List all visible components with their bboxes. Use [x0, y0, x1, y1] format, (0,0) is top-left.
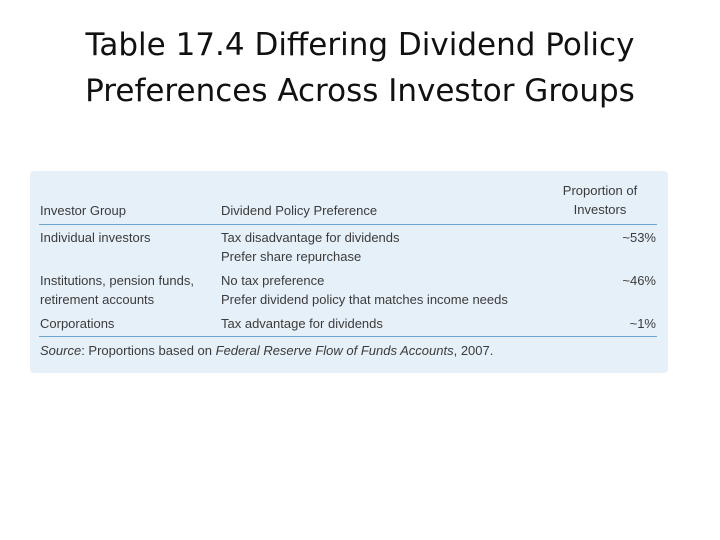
table-cell: Prefer dividend policy that matches inco…	[221, 292, 508, 307]
row-institutions-group: Institutions, pension funds, retirement …	[40, 271, 194, 309]
slide-title-line-2: Preferences Across Investor Groups	[85, 73, 635, 109]
table-cell: Corporations	[40, 316, 115, 331]
table-cell: No tax preference	[221, 273, 325, 288]
table-cell: Prefer share repurchase	[221, 249, 362, 264]
footer-divider	[39, 336, 657, 337]
source-text-after: , 2007.	[453, 343, 494, 358]
header-proportion-of-investors: Proportion of Investors	[550, 181, 650, 219]
row-corporations-group: Corporations	[40, 314, 114, 333]
source-label: Source	[40, 343, 82, 358]
table-cell: Individual investors	[40, 230, 151, 245]
row-institutions-proportion: ~46%	[622, 273, 656, 288]
table-cell: Tax advantage for dividends	[221, 316, 383, 331]
slide-title: Table 17.4 Differing Dividend Policy Pre…	[0, 22, 720, 114]
row-individual-investors-proportion: ~53%	[622, 230, 656, 245]
slide-title-line-1: Table 17.4 Differing Dividend Policy	[85, 27, 635, 63]
table-cell: Tax disadvantage for dividends	[221, 230, 400, 245]
row-corporations-proportion: ~1%	[629, 316, 656, 331]
header-dividend-policy-preference: Dividend Policy Preference	[221, 203, 378, 218]
row-corporations-preference: Tax advantage for dividends	[221, 314, 383, 333]
source-text-before: : Proportions based on	[81, 343, 216, 358]
header-investor-group: Investor Group	[40, 203, 126, 218]
table-cell: Institutions, pension funds,	[40, 273, 194, 288]
source-publication: Federal Reserve Flow of Funds Accounts	[215, 343, 454, 358]
source-note: Source: Proportions based on Federal Res…	[40, 343, 493, 358]
header-proportion-line-2: Investors	[573, 202, 627, 217]
row-institutions-preference: No tax preference Prefer dividend policy…	[221, 271, 508, 309]
row-individual-investors-group: Individual investors	[40, 228, 151, 247]
header-proportion-line-1: Proportion of	[562, 183, 638, 198]
row-individual-investors-preference: Tax disadvantage for dividends Prefer sh…	[221, 228, 400, 266]
table-cell: retirement accounts	[40, 292, 155, 307]
header-divider	[39, 224, 657, 225]
investor-preferences-table: Investor Group Dividend Policy Preferenc…	[30, 171, 668, 373]
